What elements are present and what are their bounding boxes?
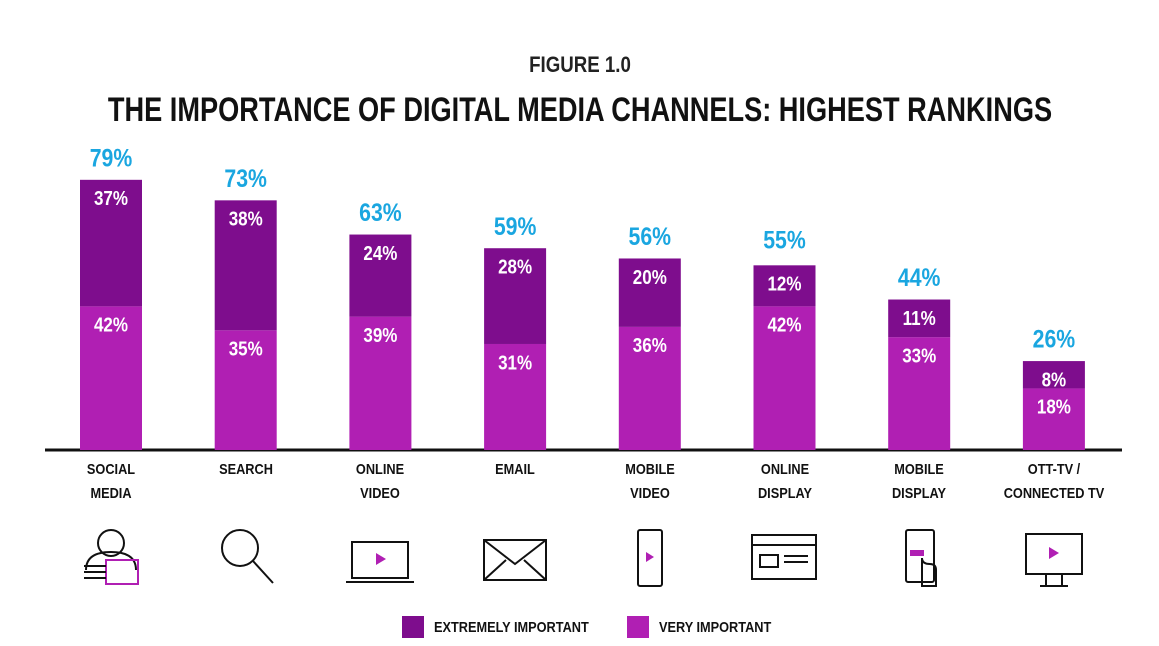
value-label: 18%	[1037, 395, 1071, 418]
x-tick-label: MOBILE DISPLAY	[892, 461, 947, 502]
value-label: 38%	[229, 207, 263, 230]
bar-segment	[484, 343, 547, 450]
total-label: 59%	[494, 212, 537, 240]
value-label: 37%	[94, 187, 128, 210]
bar-segment	[1022, 388, 1085, 450]
bar-segment	[618, 258, 681, 327]
value-label: 33%	[902, 344, 936, 367]
value-label: 31%	[498, 351, 532, 374]
total-label: 63%	[359, 199, 402, 227]
x-tick-label: OTT-TV / CONNECTED TV	[1003, 461, 1105, 502]
bar-segment	[349, 234, 412, 317]
bar-segment	[1022, 361, 1085, 389]
legend-swatch	[402, 616, 424, 638]
total-label: 55%	[763, 226, 806, 254]
x-tick-label: SEARCH	[218, 461, 273, 478]
bar-segment	[618, 326, 681, 450]
value-label: 12%	[767, 272, 801, 295]
bar-segment	[214, 330, 277, 450]
bar-segment	[349, 316, 412, 450]
value-label: 11%	[903, 306, 936, 329]
value-label: 20%	[633, 265, 667, 288]
bar-segment	[888, 337, 951, 450]
total-label: 44%	[898, 263, 941, 291]
bar-segment	[753, 265, 816, 307]
x-tick-label: SOCIAL MEDIA	[86, 461, 136, 502]
bar-segment	[484, 248, 547, 344]
x-tick-label: MOBILE VIDEO	[625, 461, 675, 502]
bar-segment	[80, 306, 142, 450]
total-label: 73%	[224, 164, 267, 192]
icons	[84, 529, 1083, 587]
total-label: 26%	[1033, 325, 1076, 353]
value-label: 8%	[1042, 368, 1067, 391]
value-label: 36%	[633, 334, 667, 357]
total-label: 79%	[90, 144, 133, 172]
x-tick-label: EMAIL	[495, 461, 535, 478]
value-label: 35%	[229, 337, 263, 360]
value-label: 42%	[94, 313, 128, 336]
bar-segment	[753, 306, 816, 450]
bar-segment	[80, 179, 142, 307]
value-label: 24%	[363, 242, 397, 265]
chart-subtitle: FIGURE 1.0	[529, 53, 631, 77]
value-label: 42%	[767, 313, 801, 336]
x-tick-label: ONLINE VIDEO	[356, 461, 405, 502]
total-label: 56%	[629, 222, 672, 250]
legend-swatch	[627, 616, 649, 638]
bar-segment	[888, 299, 951, 338]
legend-label: EXTREMELY IMPORTANT	[434, 618, 589, 635]
legend-label: VERY IMPORTANT	[659, 618, 772, 635]
value-label: 28%	[498, 255, 532, 278]
x-tick-label: ONLINE DISPLAY	[757, 461, 812, 502]
chart-title: THE IMPORTANCE OF DIGITAL MEDIA CHANNELS…	[108, 90, 1052, 129]
value-label: 39%	[363, 324, 397, 347]
bar-segment	[214, 200, 277, 331]
